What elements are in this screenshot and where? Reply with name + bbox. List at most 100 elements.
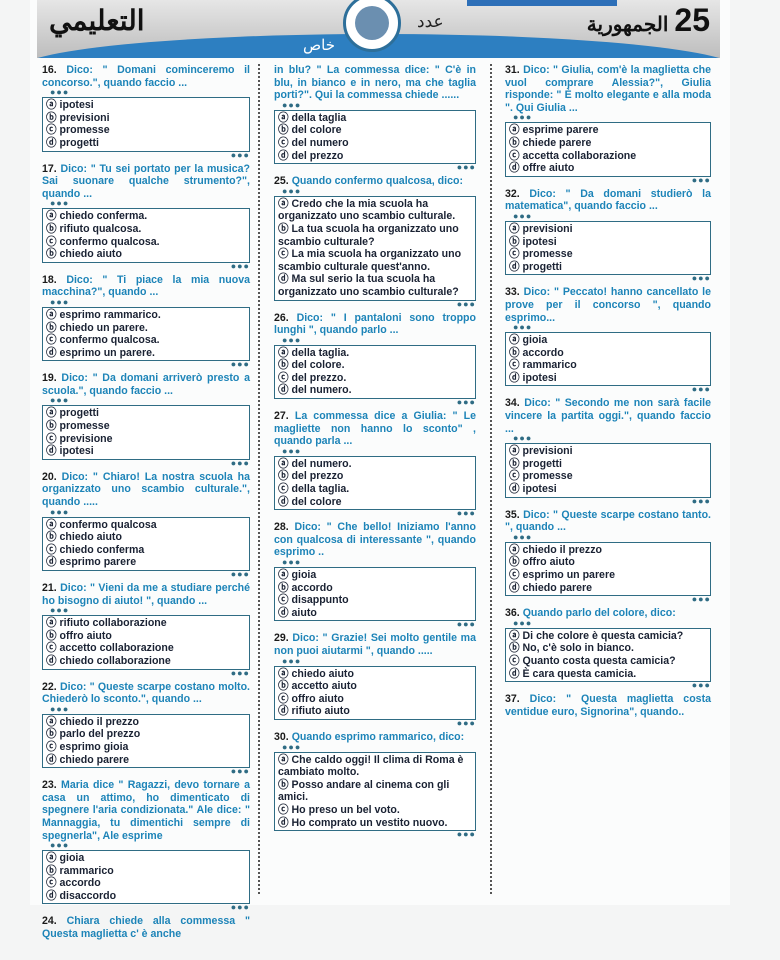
question: 36. Quando parlo del colore, dico: ●●● ⓐ D… <box>505 607 711 690</box>
question-number: 21. <box>42 582 57 594</box>
answer-option: ⓐ Che caldo oggi! Il clima di Roma è cam… <box>278 753 464 779</box>
question: 31. Dico: " Giulia, com'è la maglietta c… <box>505 64 711 185</box>
question-number: 23. <box>42 779 57 792</box>
question-number: 27. <box>274 410 289 423</box>
question-text: Dico: " Questa maglietta costa ventidue … <box>505 693 711 718</box>
answer-option: ⓐ ipotesi <box>46 99 94 112</box>
emblem-logo <box>343 0 401 52</box>
question-text: Quando confermo qualcosa, dico: <box>291 175 463 188</box>
question-text: Dico: " Da domani studierò la matematica… <box>505 187 711 213</box>
question-text: Dico: " Tu sei portato per la musica? Sa… <box>42 162 250 200</box>
answer-option: ⓑ del colore <box>278 124 342 137</box>
answer-option: ⓒ offro aiuto <box>278 692 344 705</box>
question-stem: 37. Dico: " Questa maglietta costa venti… <box>505 693 711 718</box>
column-2: in blu? " La commessa dice: " C'è in blu… <box>274 64 476 842</box>
question-number: 26. <box>274 311 289 324</box>
answer-option: ⓑ previsioni <box>46 111 110 124</box>
decorative-dots: ●●● <box>513 531 533 542</box>
question-stem: in blu? " La commessa dice: " C'è in blu… <box>274 64 476 102</box>
question-number: 25. <box>274 175 289 188</box>
options-box: ⓐ Di che colore è questa camicia? ⓑ No, c… <box>505 627 711 683</box>
options-box: ⓐ della taglia. ⓑ del colore. ⓒ del prezzo… <box>274 344 476 400</box>
answer-option: ⓒ promesse <box>509 470 573 483</box>
answer-option: ⓓ È cara questa camicia. <box>509 667 637 680</box>
decorative-dots: ●●● <box>691 384 711 395</box>
answer-option: ⓓ progetti <box>509 260 562 273</box>
options-box: ⓐ progetti ⓑ promesse ⓒ previsione ⓓ ipotes… <box>42 405 250 460</box>
answer-option: ⓒ disappunto <box>278 594 349 607</box>
answer-option: ⓒ Ho preso un bel voto. <box>278 803 400 816</box>
decorative-dots: ●●● <box>50 506 70 517</box>
answer-option: ⓐ esprimo rammarico. <box>46 308 161 321</box>
answer-option: ⓒ esprimo gioia <box>46 740 129 753</box>
answer-option: ⓐ progetti <box>46 407 99 420</box>
question-text: Dico: " Chiaro! La nostra scuola ha orga… <box>42 470 250 509</box>
question: 22. Dico: " Queste scarpe costano molto.… <box>42 681 250 777</box>
question-stem: 20. Dico: " Chiaro! La nostra scuola ha … <box>42 471 250 509</box>
question: 37. Dico: " Questa maglietta costa venti… <box>505 693 711 718</box>
answer-option: ⓐ esprime parere <box>509 124 599 137</box>
answer-option: ⓐ della taglia. <box>278 346 350 359</box>
question-text: Dico: " Da domani arriverò presto a scuo… <box>42 372 250 397</box>
question: 29. Dico: " Grazie! Sei molto gentile ma… <box>274 632 476 728</box>
options-box: ⓐ previsioni ⓑ progetti ⓒ promesse ⓓ ipotes… <box>505 443 711 498</box>
answer-option: ⓑ offro aiuto <box>509 556 575 569</box>
decorative-dots: ●●● <box>513 322 533 333</box>
question-number: 24. <box>42 915 57 928</box>
emblem-icon <box>355 6 389 40</box>
answer-option: ⓐ previsioni <box>509 445 573 458</box>
question: 24. Chiara chiede alla commessa " Questa… <box>42 915 250 940</box>
question-stem: 18. Dico: " Ti piace la mia nuova macchi… <box>42 274 250 299</box>
answer-option: ⓒ Quanto costa questa camicia? <box>509 654 676 667</box>
answer-option: ⓑ Posso andare al cinema con gli amici. <box>278 778 450 804</box>
column-3: 31. Dico: " Giulia, com'è la maglietta c… <box>505 64 711 723</box>
answer-option: ⓓ esprimo un parere. <box>46 346 155 359</box>
answer-option: ⓐ rifiuto collaborazione <box>46 617 167 630</box>
answer-option: ⓐ chiedo il prezzo <box>509 543 603 556</box>
answer-option: ⓒ della taglia. <box>278 483 350 496</box>
question-stem: 33. Dico: " Peccato! hanno cancellato le… <box>505 286 711 324</box>
question-stem: 34. Dico: " Secondo me non sarà facile v… <box>505 397 711 435</box>
decorative-dots: ●●● <box>230 766 250 777</box>
answer-option: ⓒ promesse <box>509 248 573 261</box>
options-box: ⓐ rifiuto collaborazione ⓑ offro aiuto ⓒ a… <box>42 615 250 670</box>
answer-option: ⓓ ipotesi <box>509 483 557 496</box>
newspaper-header: التعليمي عدد خاص الجمهورية 25 <box>37 0 720 58</box>
question: 25. Quando confermo qualcosa, dico: ●●● ⓐ … <box>274 175 476 308</box>
question-stem: 19. Dico: " Da domani arriverò presto a … <box>42 372 250 397</box>
question-text: Dico: " I pantaloni sono troppo lunghi "… <box>274 311 477 337</box>
question-number: 31. <box>505 64 520 76</box>
question-number: 16. <box>42 64 57 76</box>
answer-option: ⓐ gioia <box>278 569 317 581</box>
question: 34. Dico: " Secondo me non sarà facile v… <box>505 397 711 505</box>
question-number: 19. <box>42 372 57 385</box>
answer-option: ⓒ accetta collaborazione <box>509 149 637 162</box>
answer-option: ⓒ La mia scuola ha organizzato uno scamb… <box>278 248 462 273</box>
question-stem: 30. Quando esprimo rammarico, dico: <box>274 731 476 744</box>
answer-option: ⓓ ipotesi <box>509 371 557 384</box>
decorative-dots: ●●● <box>691 174 711 185</box>
answer-option: ⓐ previsioni <box>509 222 573 235</box>
decorative-dots: ●●● <box>230 902 250 913</box>
question-text: Dico: " Domani cominceremo il concorso."… <box>42 64 250 89</box>
answer-option: ⓑ accordo <box>509 346 564 359</box>
answer-option: ⓑ chiede parere <box>509 136 592 149</box>
question-text: Dico: " Vieni da me a studiare perché ho… <box>42 582 250 607</box>
question-stem: 25. Quando confermo qualcosa, dico: <box>274 175 476 188</box>
answer-option: ⓑ del prezzo <box>278 470 344 483</box>
special-label: خاص <box>303 37 335 54</box>
answer-option: ⓒ confermo qualcosa. <box>46 235 160 248</box>
decorative-dots: ●●● <box>456 717 476 728</box>
question-stem: 17. Dico: " Tu sei portato per la musica… <box>42 163 250 201</box>
answer-option: ⓑ del colore. <box>278 359 345 372</box>
question: 30. Quando esprimo rammarico, dico: ●●● ⓐ … <box>274 731 476 839</box>
question-number: 20. <box>42 470 57 483</box>
question: 18. Dico: " Ti piace la mia nuova macchi… <box>42 274 250 369</box>
question-stem: 21. Dico: " Vieni da me a studiare perch… <box>42 582 250 607</box>
answer-option: ⓒ chiedo conferma <box>46 543 145 556</box>
decorative-dots: ●●● <box>50 703 70 714</box>
decorative-dots: ●●● <box>230 667 250 678</box>
header-top-bar <box>467 0 617 6</box>
question: 32. Dico: " Da domani studierò la matema… <box>505 187 711 283</box>
answer-option: ⓓ aiuto <box>278 606 317 619</box>
